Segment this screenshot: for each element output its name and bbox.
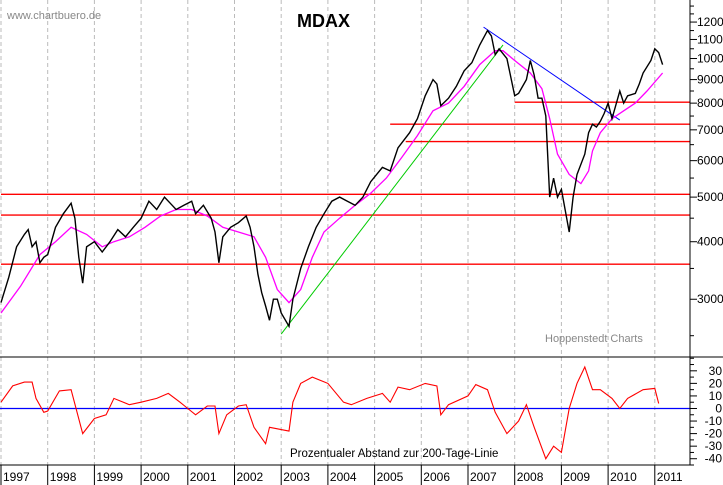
oscillator-annotation: Prozentualer Abstand zur 200-Tage-Linie: [290, 448, 498, 460]
x-tick-label: 2007: [470, 470, 497, 484]
osc-y-tick-label: 0: [715, 401, 722, 415]
osc-y-tick-label: -30: [705, 439, 723, 453]
watermark: www.chartbuero.de: [6, 10, 101, 22]
x-tick-label: 2011: [657, 470, 683, 484]
osc-y-tick-label: 30: [709, 364, 723, 378]
x-tick-label: 1999: [96, 470, 123, 484]
osc-y-tick-label: -10: [705, 414, 723, 428]
price-line: [0, 29, 664, 329]
y-tick-label: 9000: [697, 73, 723, 87]
uptrend-line: [280, 44, 504, 335]
ma200-line: [0, 50, 664, 314]
osc-y-tick-label: 10: [709, 389, 723, 403]
y-tick-label: 3000: [697, 292, 723, 306]
year-gridlines: [0, 0, 656, 465]
y-tick-label: 11000: [697, 32, 723, 46]
osc-y-tick-label: 20: [709, 376, 723, 390]
x-tick-label: 1997: [3, 470, 30, 484]
x-tick-label: 1998: [50, 470, 77, 484]
y-tick-label: 5000: [697, 190, 723, 204]
downtrend-line: [483, 26, 621, 121]
y-tick-label: 7000: [697, 123, 723, 137]
y-tick-label: 4000: [697, 235, 723, 249]
x-tick-label: 2006: [423, 470, 450, 484]
x-tick-label: 2010: [610, 470, 637, 484]
x-tick-label: 2005: [377, 470, 404, 484]
chart-title: MDAX: [297, 11, 350, 31]
trend-lines: [280, 26, 621, 335]
x-tick-label: 2008: [517, 470, 544, 484]
y-tick-label: 8000: [697, 96, 723, 110]
y-tick-label: 10000: [697, 52, 723, 66]
x-tick-label: 2009: [563, 470, 590, 484]
x-tick-label: 2001: [190, 470, 217, 484]
osc-y-tick-label: -20: [705, 427, 723, 441]
x-tick-label: 2004: [330, 470, 357, 484]
source-label: Hoppenstedt Charts: [545, 333, 643, 345]
x-tick-label: 2000: [143, 470, 170, 484]
x-tick-label: 2002: [237, 470, 264, 484]
x-tick-label: 2003: [283, 470, 310, 484]
oscillator-line: [0, 365, 660, 460]
support-resistance-lines: [1, 101, 690, 265]
osc-y-tick-label: -40: [705, 452, 723, 466]
y-tick-label: 6000: [697, 154, 723, 168]
y-tick-label: 12000: [697, 15, 723, 29]
